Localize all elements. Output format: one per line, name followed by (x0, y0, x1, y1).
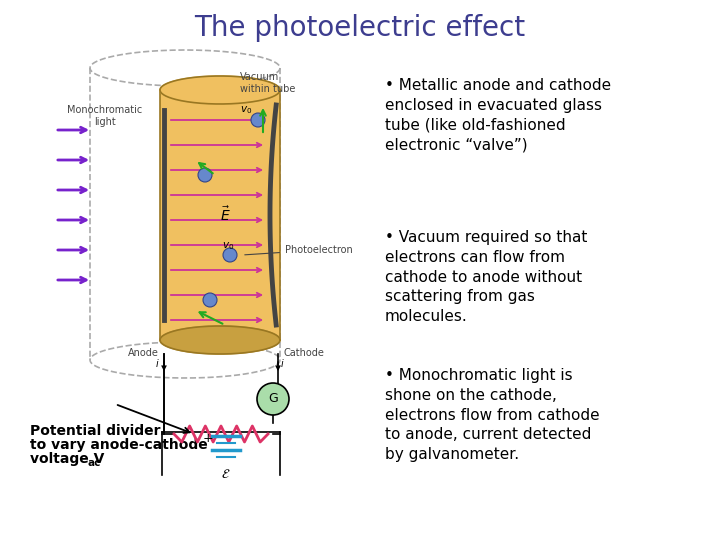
Text: Cathode: Cathode (283, 348, 324, 358)
Text: Vacuum
within tube: Vacuum within tube (240, 72, 295, 93)
Text: Potential divider: Potential divider (30, 424, 161, 438)
Text: voltage V: voltage V (30, 452, 104, 466)
Polygon shape (160, 76, 280, 104)
Text: ac: ac (87, 458, 100, 468)
Circle shape (251, 113, 265, 127)
Text: Photoelectron: Photoelectron (245, 245, 353, 255)
Text: $v_0$: $v_0$ (222, 240, 234, 252)
Circle shape (223, 248, 237, 262)
Text: The photoelectric effect: The photoelectric effect (194, 14, 526, 42)
Circle shape (257, 383, 289, 415)
Text: +: + (203, 431, 213, 444)
Text: i: i (281, 359, 284, 369)
Text: i: i (156, 359, 158, 369)
Text: Monochromatic
light: Monochromatic light (68, 105, 143, 126)
Polygon shape (160, 90, 280, 340)
Polygon shape (160, 326, 280, 354)
Text: $\mathcal{E}$: $\mathcal{E}$ (221, 468, 230, 481)
Circle shape (198, 168, 212, 182)
Text: G: G (268, 393, 278, 406)
Text: to vary anode-cathode: to vary anode-cathode (30, 438, 208, 452)
Text: $\vec{E}$: $\vec{E}$ (220, 206, 230, 224)
Text: $v_0$: $v_0$ (240, 104, 252, 116)
Text: • Vacuum required so that
electrons can flow from
cathode to anode without
scatt: • Vacuum required so that electrons can … (385, 230, 588, 324)
Text: • Metallic anode and cathode
enclosed in evacuated glass
tube (like old-fashione: • Metallic anode and cathode enclosed in… (385, 78, 611, 152)
Text: Anode: Anode (128, 348, 159, 358)
Text: • Monochromatic light is
shone on the cathode,
electrons flow from cathode
to an: • Monochromatic light is shone on the ca… (385, 368, 600, 462)
Circle shape (203, 293, 217, 307)
